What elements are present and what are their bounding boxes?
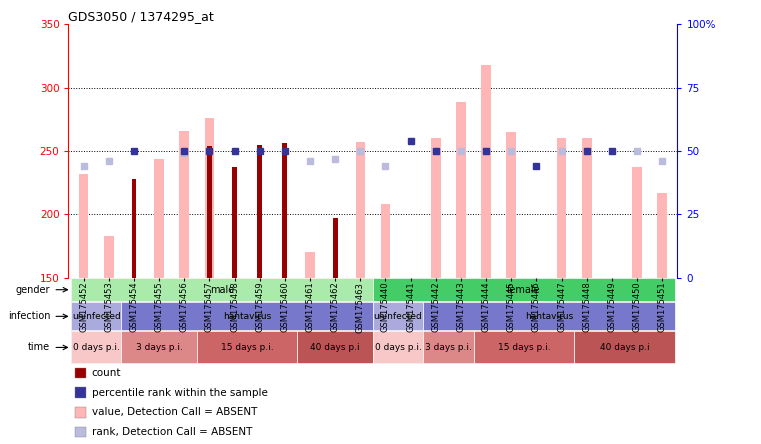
- Bar: [71, 302, 121, 330]
- Bar: [71, 331, 121, 363]
- Bar: [180, 131, 189, 278]
- Bar: [658, 193, 667, 278]
- Bar: [574, 331, 675, 363]
- Bar: [298, 331, 373, 363]
- Text: 3 days p.i.: 3 days p.i.: [425, 343, 472, 352]
- Bar: [282, 143, 287, 278]
- Bar: [333, 218, 338, 278]
- Bar: [373, 302, 423, 330]
- Bar: [71, 278, 373, 301]
- Bar: [79, 174, 88, 278]
- Text: time: time: [28, 342, 50, 353]
- Text: rank, Detection Call = ABSENT: rank, Detection Call = ABSENT: [91, 427, 252, 437]
- Bar: [132, 179, 136, 278]
- Bar: [507, 132, 516, 278]
- Bar: [75, 368, 85, 378]
- Bar: [557, 139, 566, 278]
- Bar: [632, 167, 642, 278]
- Bar: [121, 302, 373, 330]
- Bar: [104, 236, 113, 278]
- Text: 0 days p.i.: 0 days p.i.: [374, 343, 422, 352]
- Text: 15 days p.i.: 15 days p.i.: [498, 343, 550, 352]
- Bar: [473, 331, 574, 363]
- Bar: [232, 167, 237, 278]
- Bar: [205, 118, 214, 278]
- Bar: [355, 142, 365, 278]
- Bar: [423, 331, 473, 363]
- Text: gender: gender: [16, 285, 50, 295]
- Text: 0 days p.i.: 0 days p.i.: [73, 343, 119, 352]
- Bar: [373, 331, 423, 363]
- Bar: [197, 331, 298, 363]
- Bar: [373, 278, 675, 301]
- Text: 3 days p.i.: 3 days p.i.: [135, 343, 183, 352]
- Text: uninfected: uninfected: [72, 312, 120, 321]
- Bar: [121, 331, 197, 363]
- Bar: [456, 102, 466, 278]
- Text: hantavirus: hantavirus: [223, 312, 271, 321]
- Bar: [154, 159, 164, 278]
- Bar: [305, 252, 315, 278]
- Text: 15 days p.i.: 15 days p.i.: [221, 343, 273, 352]
- Bar: [75, 407, 85, 418]
- Bar: [257, 145, 262, 278]
- Bar: [207, 146, 212, 278]
- Text: hantavirus: hantavirus: [525, 312, 573, 321]
- Bar: [423, 302, 675, 330]
- Text: infection: infection: [8, 311, 50, 321]
- Text: uninfected: uninfected: [374, 312, 422, 321]
- Text: value, Detection Call = ABSENT: value, Detection Call = ABSENT: [91, 408, 257, 417]
- Text: count: count: [91, 368, 121, 378]
- Text: GDS3050 / 1374295_at: GDS3050 / 1374295_at: [68, 10, 215, 23]
- Text: 40 days p.i: 40 days p.i: [600, 343, 649, 352]
- Bar: [582, 139, 591, 278]
- Bar: [431, 139, 441, 278]
- Text: percentile rank within the sample: percentile rank within the sample: [91, 388, 268, 398]
- Text: female: female: [507, 285, 540, 295]
- Text: male: male: [210, 285, 234, 295]
- Bar: [380, 204, 390, 278]
- Bar: [481, 65, 491, 278]
- Text: 40 days p.i: 40 days p.i: [310, 343, 360, 352]
- Bar: [75, 427, 85, 437]
- Bar: [75, 388, 85, 398]
